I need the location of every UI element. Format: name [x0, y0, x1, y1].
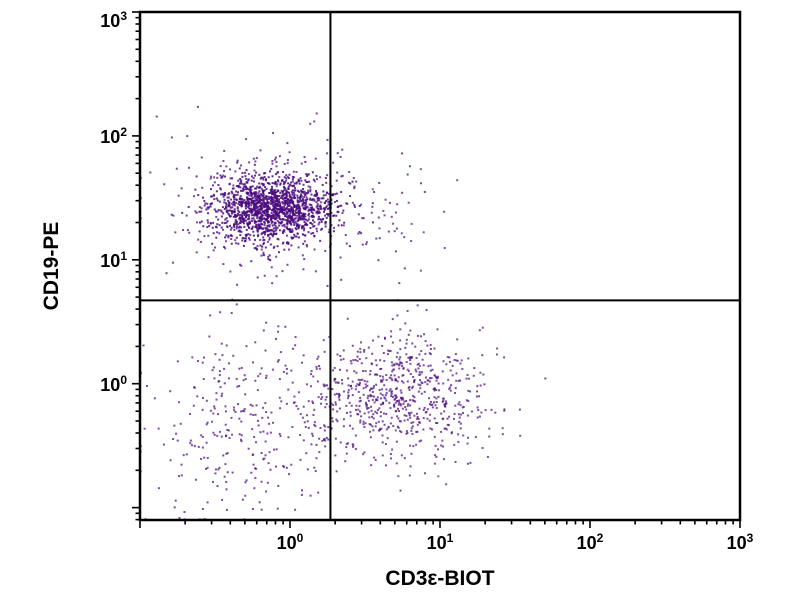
- y-tick-label: 103: [100, 9, 127, 31]
- x-tick-label: 102: [576, 531, 604, 553]
- y-tick-label: 101: [100, 248, 127, 271]
- x-axis-label: CD3ε-BIOT: [385, 567, 495, 590]
- y-tick-label: 102: [100, 124, 127, 147]
- y-axis-label: CD19-PE: [40, 221, 63, 311]
- x-tick-label: 100: [276, 531, 304, 553]
- x-tick-label: 103: [726, 531, 754, 553]
- x-tick-label: 101: [426, 531, 454, 553]
- y-tick-label: 100: [100, 372, 127, 395]
